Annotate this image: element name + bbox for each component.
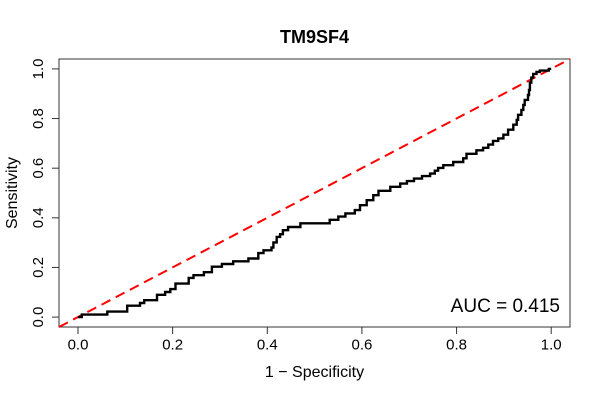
y-axis-label: Sensitivity	[4, 157, 21, 229]
plot-box	[58, 58, 571, 328]
y-tick-label: 0.0	[30, 307, 47, 328]
roc-curve	[78, 67, 552, 319]
auc-annotation: AUC = 0.415	[451, 296, 560, 317]
diagonal-reference-line	[58, 58, 571, 328]
x-tick-label: 1.0	[541, 337, 562, 354]
x-tick-label: 0.0	[68, 337, 89, 354]
x-tick-label: 0.6	[351, 337, 372, 354]
y-tick-label: 0.8	[30, 108, 47, 129]
x-tick-label: 0.2	[162, 337, 183, 354]
y-tick-label: 0.4	[30, 207, 47, 228]
x-axis-label: 1 − Specificity	[265, 364, 364, 381]
x-tick-label: 0.8	[446, 337, 467, 354]
y-tick-label: 0.2	[30, 257, 47, 278]
chart-title: TM9SF4	[280, 27, 349, 47]
y-tick-label: 0.6	[30, 158, 47, 179]
y-tick-label: 1.0	[30, 58, 47, 79]
text-layer: TM9SF4 1 − Specificity Sensitivity AUC =…	[4, 27, 560, 381]
x-tick-label: 0.4	[257, 337, 278, 354]
